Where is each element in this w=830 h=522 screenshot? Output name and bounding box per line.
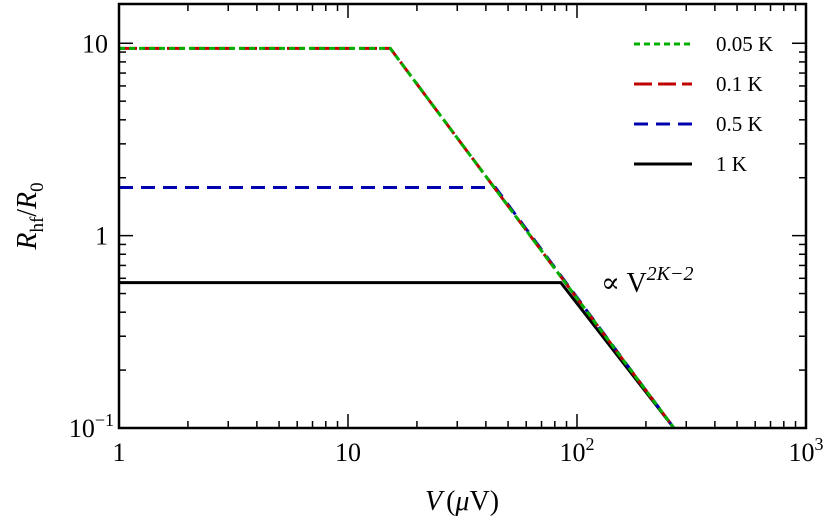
x-tick-label: 103 xyxy=(789,434,824,467)
legend-label-1-k: 1 K xyxy=(716,152,747,176)
y-axis-title: Rhf/R0 xyxy=(12,182,48,250)
x-tick-label: 102 xyxy=(560,434,595,467)
plot-frame xyxy=(117,2,808,430)
y-tick-label: 10−1 xyxy=(69,410,114,443)
legend-label-0-1-k: 0.1 K xyxy=(716,72,763,96)
series-layer xyxy=(119,46,676,428)
x-tick-label: 10 xyxy=(335,438,361,467)
y-tick-label: 1 xyxy=(95,222,108,251)
series-line-0-5-k xyxy=(119,186,676,428)
y-tick-label: 10 xyxy=(82,29,108,58)
legend-label-0-05-k: 0.05 K xyxy=(716,32,773,56)
legend: 0.05 K 0.1 K 0.5 K 1 K xyxy=(634,32,773,176)
series-line-0-05-k xyxy=(119,46,676,428)
x-tick-label: 1 xyxy=(113,438,126,467)
power-law-annotation: ∝ V2K−2 xyxy=(601,263,694,299)
series-line-0-1-k xyxy=(119,46,676,428)
legend-label-0-5-k: 0.5 K xyxy=(716,112,763,136)
series-line-1-k xyxy=(119,281,676,428)
x-axis-title: V (μV) xyxy=(425,486,499,517)
